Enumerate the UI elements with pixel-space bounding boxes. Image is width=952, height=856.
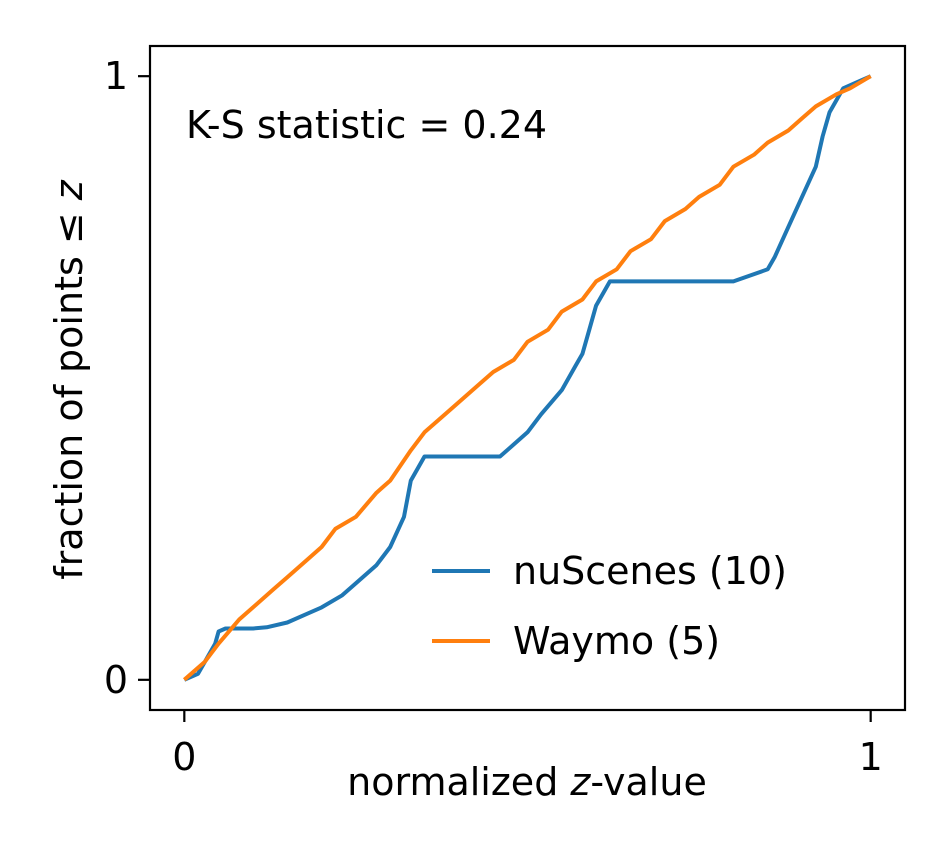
y-tick-label-0: 0 (104, 658, 128, 702)
x-tick-label-1: 1 (859, 735, 883, 779)
ks-annotation: K-S statistic = 0.24 (186, 103, 547, 147)
plot-lines (182, 74, 872, 682)
legend-label-0: nuScenes (10) (513, 549, 787, 593)
legend-label-1: Waymo (5) (513, 619, 720, 663)
ticks: 0 1 0 1 (104, 54, 883, 779)
series-line-0 (183, 74, 872, 682)
x-axis-label: normalized z-value (347, 760, 707, 804)
series-line-1 (182, 74, 872, 682)
plot-frame (148, 44, 907, 712)
y-tick-label-1: 1 (104, 54, 128, 98)
legend: nuScenes (10) Waymo (5) (432, 549, 787, 663)
x-tick-label-0: 0 (172, 735, 196, 779)
y-axis-label: fraction of points ≤ z (47, 179, 91, 579)
